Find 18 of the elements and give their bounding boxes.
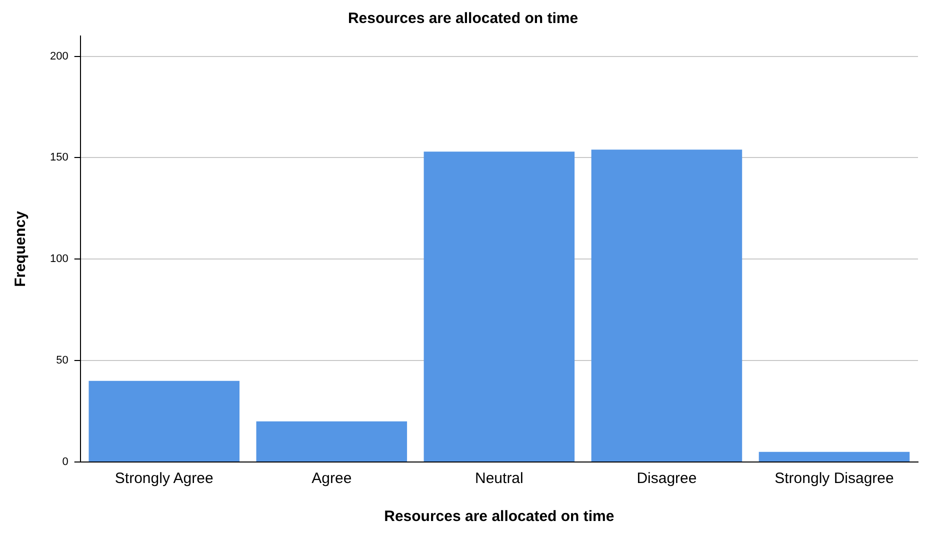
y-tick-label: 100 bbox=[50, 253, 68, 266]
y-tick-label: 50 bbox=[56, 354, 68, 367]
y-axis-title: Frequency bbox=[12, 210, 30, 287]
y-tick-label: 0 bbox=[62, 456, 68, 468]
bar bbox=[256, 421, 408, 462]
bar bbox=[758, 452, 910, 462]
x-tick-label: Neutral bbox=[474, 470, 524, 488]
x-tick-label: Disagree bbox=[636, 470, 697, 488]
chart-title: Resources are allocated on time bbox=[348, 10, 578, 28]
bar bbox=[591, 150, 742, 462]
bar bbox=[424, 152, 575, 462]
x-tick-label: Strongly Agree bbox=[114, 470, 214, 488]
x-axis-title: Resources are allocated on time bbox=[384, 508, 614, 526]
y-tick-label: 150 bbox=[50, 152, 68, 164]
x-tick-label: Agree bbox=[312, 470, 352, 488]
y-tick-label: 200 bbox=[50, 50, 68, 62]
x-tick-label: Strongly Disagree bbox=[774, 470, 894, 488]
bar bbox=[88, 380, 240, 462]
